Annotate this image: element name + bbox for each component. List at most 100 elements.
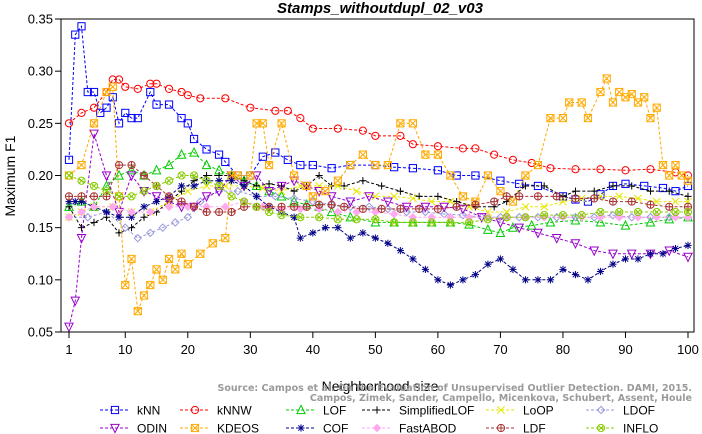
- data-point-fastabod-1: [77, 207, 86, 217]
- data-point-cof-41: [559, 265, 567, 273]
- data-point-ldf-34: [552, 192, 561, 201]
- data-point-ldf-38: [627, 197, 636, 206]
- x-tick-label: 90: [618, 342, 632, 357]
- data-point-cof-48: [646, 250, 655, 258]
- data-point-odin-6: [126, 171, 137, 182]
- data-point-fastabod-0: [64, 212, 74, 222]
- x-tick-label: 80: [556, 342, 570, 357]
- data-point-odin-16: [251, 171, 262, 182]
- data-point-ldof-9: [195, 197, 205, 206]
- legend-entry-ldof: LDOF: [586, 404, 655, 418]
- data-point-knn-10: [127, 114, 136, 123]
- data-point-simplifiedlof-18: [290, 187, 298, 195]
- data-point-ldf-31: [502, 192, 511, 201]
- data-point-kdeos-48: [546, 114, 555, 123]
- data-point-ldf-30: [490, 197, 499, 206]
- x-tick-label: 40: [306, 342, 320, 357]
- data-point-ldf-11: [202, 207, 211, 217]
- data-point-simplifiedlof-27: [434, 192, 442, 200]
- data-point-kdeos-30: [321, 187, 330, 196]
- data-point-cof-21: [309, 229, 317, 237]
- data-point-knnw-14: [221, 94, 230, 103]
- data-point-ldf-4: [114, 160, 124, 170]
- data-point-loop-25: [521, 202, 530, 211]
- data-point-kdeos-53: [596, 87, 605, 97]
- data-point-knnw-11: [177, 87, 186, 97]
- data-point-knn-1: [71, 30, 80, 39]
- data-point-lof-3: [101, 180, 112, 191]
- data-point-simplifiedlof-22: [340, 182, 348, 190]
- data-point-odin-23: [345, 197, 356, 208]
- data-point-kdeos-1: [77, 160, 86, 170]
- series-line-inflo: [68, 175, 688, 223]
- data-point-simplifiedlof-25: [396, 187, 404, 195]
- legend-label-ldf: LDF: [523, 422, 546, 434]
- data-point-odin-33: [533, 228, 543, 239]
- data-point-loop-33: [671, 197, 680, 206]
- data-point-knn-20: [221, 157, 230, 167]
- data-point-kdeos-17: [196, 249, 205, 258]
- data-point-kdeos-61: [646, 114, 655, 123]
- data-point-lof-5: [126, 164, 137, 175]
- data-point-kdeos-44: [496, 187, 505, 196]
- data-point-knn-3: [83, 87, 92, 97]
- data-point-cof-4: [102, 208, 111, 216]
- data-point-inflo-38: [671, 207, 680, 217]
- data-point-odin-26: [401, 202, 412, 213]
- data-point-knnw-0: [64, 119, 74, 128]
- data-point-ldf-1: [77, 192, 86, 201]
- data-point-inflo-25: [427, 218, 436, 227]
- data-point-simplifiedlof-38: [628, 182, 636, 190]
- data-point-knn-25: [283, 155, 292, 164]
- data-point-kdeos-4: [108, 82, 117, 91]
- data-point-lof-22: [345, 211, 356, 222]
- data-point-lof-30: [495, 227, 506, 237]
- data-point-fastabod-27: [558, 212, 568, 222]
- data-point-simplifiedlof-26: [415, 192, 423, 200]
- data-point-knnw-22: [371, 131, 380, 140]
- data-point-knnw-12: [183, 91, 192, 100]
- data-point-cof-42: [571, 271, 580, 279]
- data-point-fastabod-9: [221, 202, 230, 212]
- data-point-simplifiedlof-24: [378, 182, 386, 190]
- data-point-odin-34: [551, 234, 562, 244]
- x-tick-label: 60: [431, 342, 445, 357]
- data-point-knn-35: [471, 171, 480, 180]
- data-point-ldof-8: [183, 212, 193, 222]
- data-point-loop-30: [615, 192, 624, 201]
- data-point-ldf-40: [665, 202, 674, 211]
- data-point-cof-40: [546, 276, 555, 284]
- data-point-kdeos-46: [521, 171, 530, 180]
- data-point-ldof-14: [289, 194, 299, 203]
- data-point-odin-31: [495, 218, 506, 229]
- data-point-ldf-39: [646, 200, 655, 209]
- data-point-cof-20: [296, 234, 304, 242]
- data-point-knnw-28: [490, 150, 499, 159]
- data-point-knn-48: [683, 181, 693, 191]
- data-point-knnw-18: [296, 114, 305, 123]
- data-point-cof-49: [659, 250, 667, 258]
- watermark-line-2: Campos, Zimek, Sander, Campello, Micenko…: [310, 393, 692, 404]
- data-point-ldof-11: [233, 186, 243, 196]
- data-point-knn-9: [121, 108, 130, 118]
- y-tick-label: 0.10: [28, 272, 53, 287]
- data-point-ldf-16: [264, 202, 274, 211]
- legend-label-kdeos: KDEOS: [217, 422, 259, 434]
- data-point-ldof-13: [271, 192, 280, 201]
- data-point-ldof-31: [608, 210, 618, 220]
- data-point-knn-24: [271, 148, 280, 157]
- data-point-cof-47: [634, 255, 642, 263]
- series-kdeos: [64, 74, 693, 316]
- data-point-lof-11: [201, 159, 212, 170]
- data-point-lof-9: [176, 148, 187, 159]
- data-point-kdeos-52: [583, 114, 593, 123]
- data-point-inflo-31: [540, 211, 549, 220]
- legend-entry-fastabod: FastABOD: [362, 422, 457, 434]
- data-point-knn-17: [189, 134, 199, 144]
- y-tick-label: 0.05: [28, 325, 53, 340]
- data-point-ldf-36: [590, 194, 599, 203]
- data-point-inflo-21: [352, 215, 361, 224]
- data-point-knnw-21: [358, 126, 367, 135]
- legend-marker-kdeos: [190, 423, 200, 433]
- data-point-kdeos-65: [671, 160, 680, 170]
